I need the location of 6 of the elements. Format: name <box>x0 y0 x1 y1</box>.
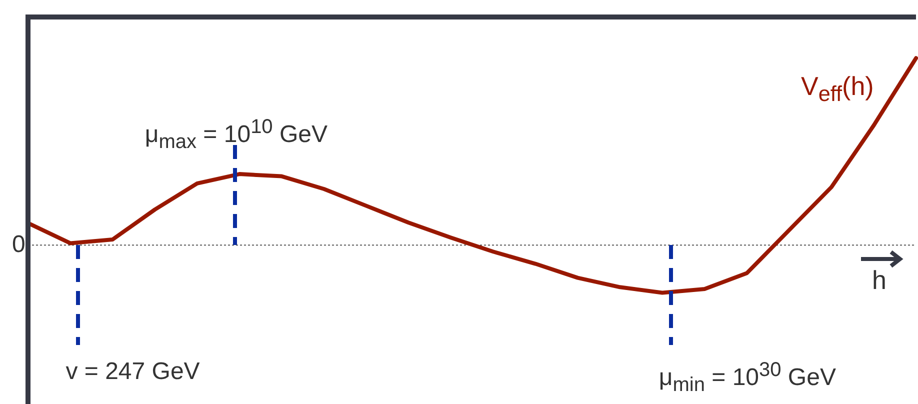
text: v = 247 GeV <box>66 358 200 386</box>
text: μ$_{min}$ = 10$^{30}$ GeV <box>658 359 836 396</box>
x-axis-title: h <box>872 265 886 296</box>
text: 0 <box>12 231 26 258</box>
annotation: μ$_{max}$ = 10$^{10}$ GeV <box>144 116 328 153</box>
series-label: V$_{eff}$(h) <box>801 71 874 106</box>
